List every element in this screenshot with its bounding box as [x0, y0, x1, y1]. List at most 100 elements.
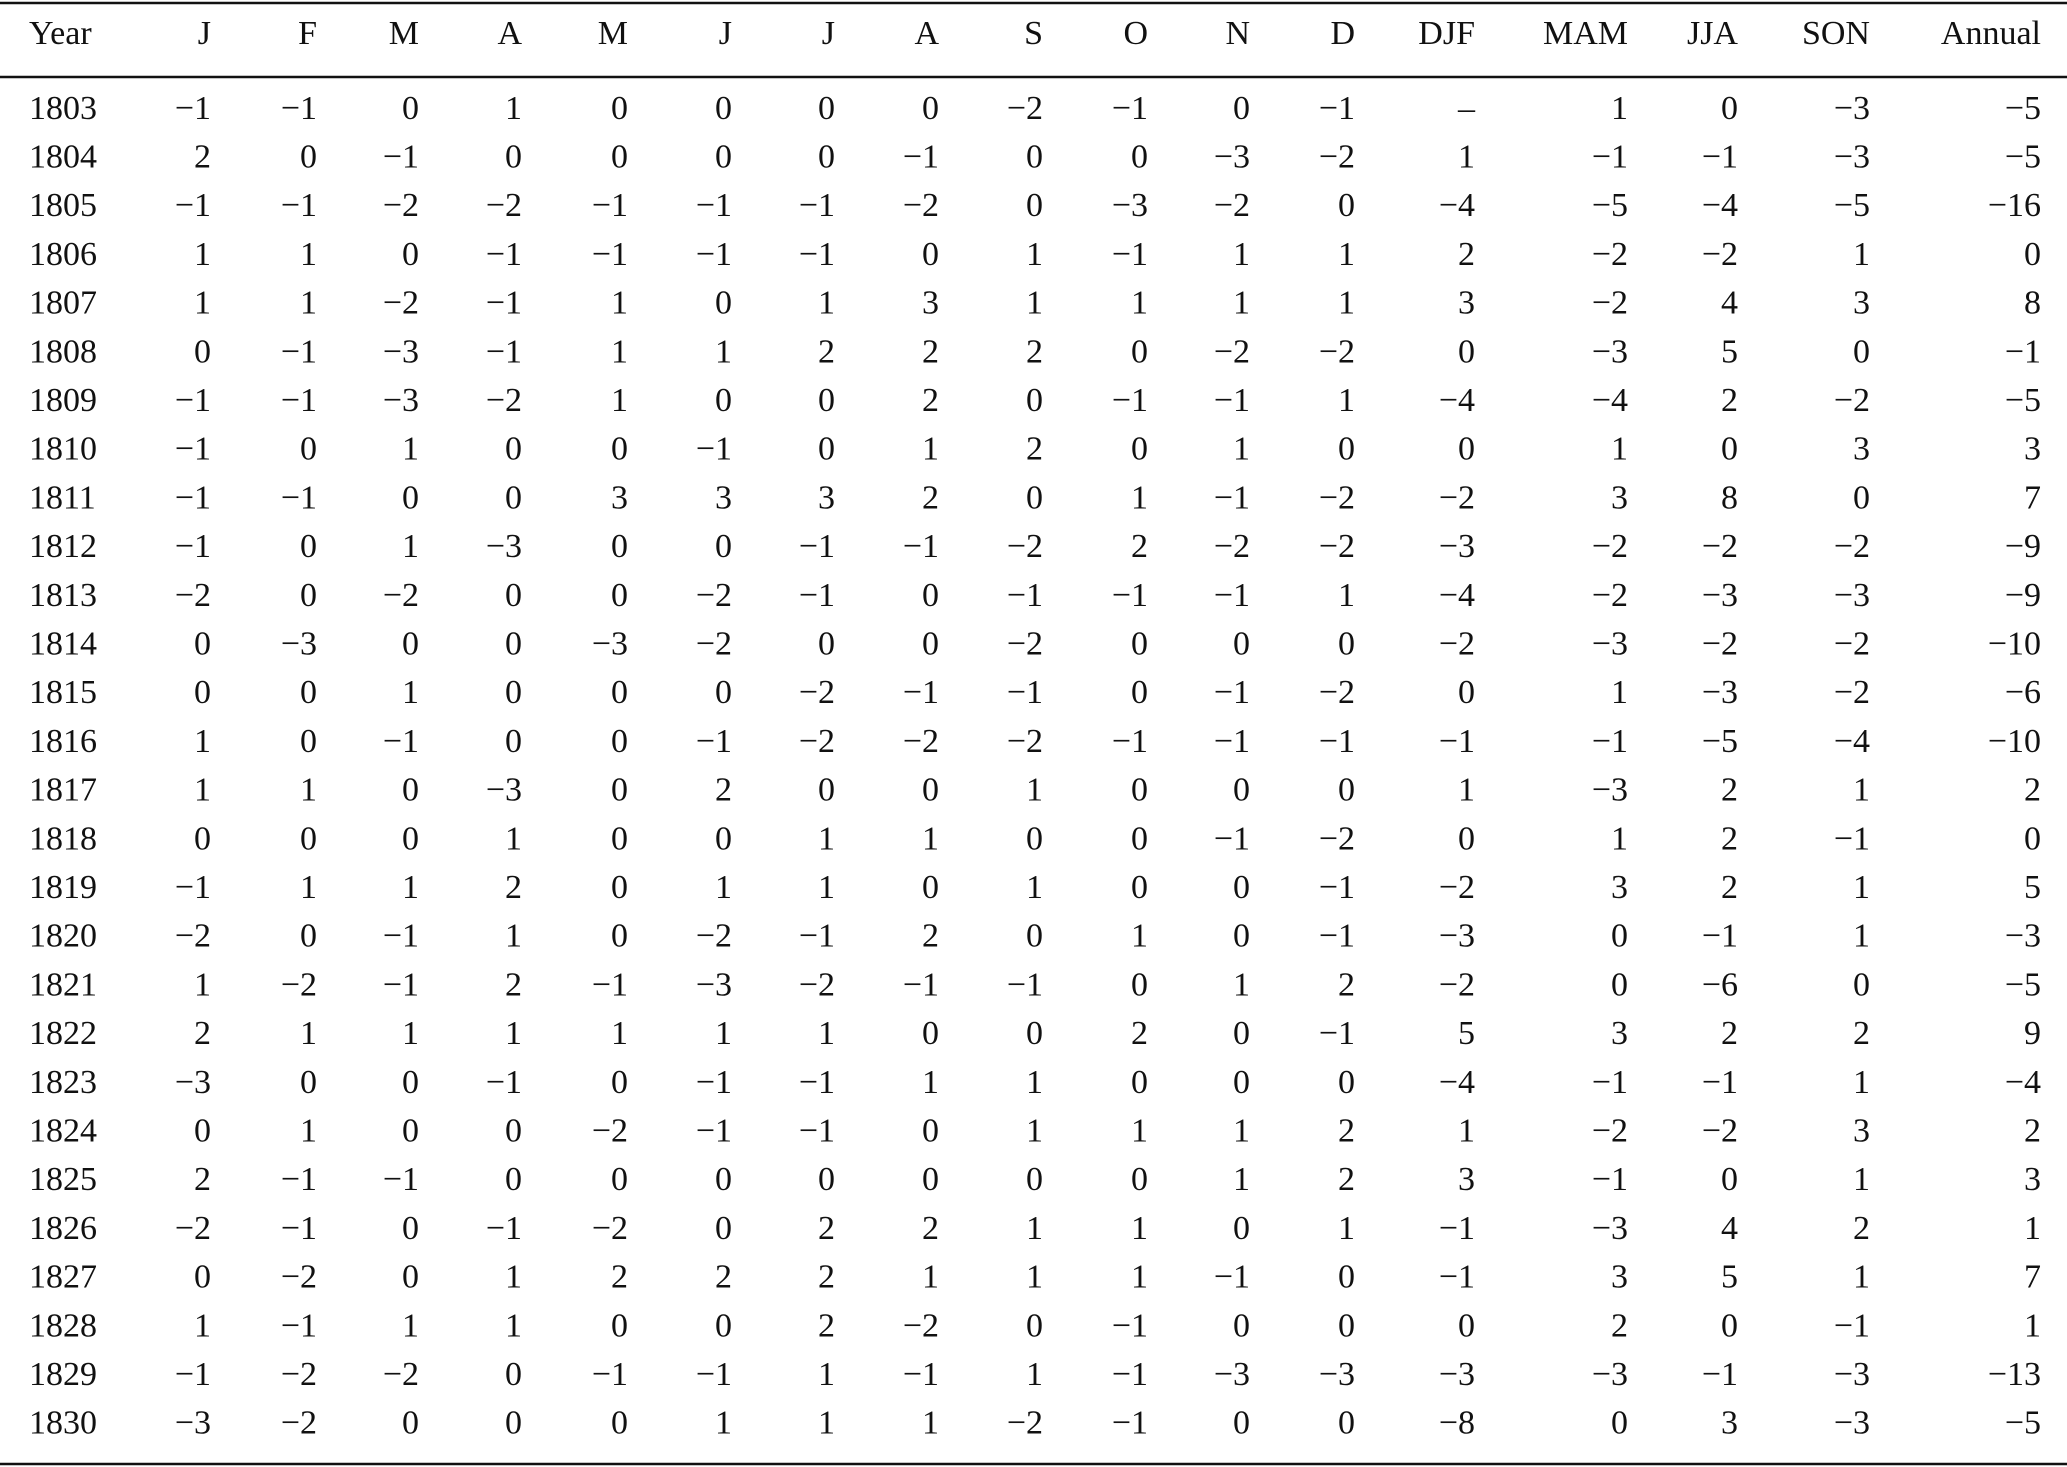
value-cell: 1	[1026, 236, 1043, 273]
value-cell: 5	[2024, 869, 2041, 906]
year-cell: 1822	[29, 1015, 97, 1052]
value-cell: 1	[1233, 431, 1250, 468]
value-cell: −1	[799, 187, 835, 224]
value-cell: −5	[1702, 723, 1738, 760]
value-cell: 3	[1611, 1015, 1628, 1052]
value-cell: −1	[1834, 1307, 1870, 1344]
value-cell: 0	[1233, 625, 1250, 662]
value-cell: –	[1457, 90, 1476, 127]
value-cell: 0	[1233, 1210, 1250, 1247]
value-cell: 1	[922, 1405, 939, 1442]
year-cell: 1811	[29, 479, 96, 516]
value-cell: 0	[611, 869, 628, 906]
value-cell: −1	[696, 1112, 732, 1149]
value-cell: 1	[402, 431, 419, 468]
value-cell: −5	[2005, 90, 2041, 127]
value-cell: 2	[922, 333, 939, 370]
value-cell: 1	[300, 772, 317, 809]
value-cell: −3	[383, 382, 419, 419]
value-cell: 0	[818, 431, 835, 468]
value-cell: 1	[505, 820, 522, 857]
value-cell: −1	[799, 1112, 835, 1149]
value-cell: 1	[194, 772, 211, 809]
value-cell: 0	[922, 869, 939, 906]
year-cell: 1830	[29, 1405, 97, 1442]
value-cell: −3	[1834, 577, 1870, 614]
value-cell: 0	[611, 1405, 628, 1442]
value-cell: −3	[1702, 577, 1738, 614]
value-cell: 2	[611, 1259, 628, 1296]
value-cell: −3	[592, 625, 628, 662]
value-cell: 1	[1131, 285, 1148, 322]
value-cell: −1	[281, 333, 317, 370]
value-cell: 0	[611, 1307, 628, 1344]
value-cell: −2	[1592, 528, 1628, 565]
value-cell: 0	[505, 1112, 522, 1149]
value-cell: 1	[194, 285, 211, 322]
value-cell: −3	[1112, 187, 1148, 224]
value-cell: −3	[1592, 1210, 1628, 1247]
value-cell: 0	[611, 723, 628, 760]
value-cell: 1	[818, 1356, 835, 1393]
value-cell: 2	[818, 1259, 835, 1296]
value-cell: 0	[922, 236, 939, 273]
value-cell: 8	[2024, 285, 2041, 322]
value-cell: 1	[1611, 90, 1628, 127]
value-cell: 2	[1721, 772, 1738, 809]
value-cell: −2	[1834, 625, 1870, 662]
value-cell: −2	[1834, 674, 1870, 711]
year-cell: 1816	[29, 723, 97, 760]
value-cell: 2	[818, 1210, 835, 1247]
value-cell: 1	[922, 1064, 939, 1101]
value-cell: 2	[1721, 382, 1738, 419]
value-cell: −1	[1007, 674, 1043, 711]
value-cell: 5	[1458, 1015, 1475, 1052]
value-cell: 2	[922, 1210, 939, 1247]
value-cell: 4	[1721, 285, 1738, 322]
value-cell: 2	[715, 1259, 732, 1296]
value-cell: 1	[1458, 1112, 1475, 1149]
column-header: J	[719, 15, 732, 52]
value-cell: 2	[1458, 236, 1475, 273]
value-cell: 0	[818, 90, 835, 127]
value-cell: −2	[1592, 577, 1628, 614]
value-cell: 0	[715, 1210, 732, 1247]
value-cell: 1	[1338, 577, 1355, 614]
value-cell: 0	[611, 772, 628, 809]
value-cell: −5	[1834, 187, 1870, 224]
value-cell: −2	[486, 382, 522, 419]
value-cell: 1	[1026, 1112, 1043, 1149]
value-cell: −1	[175, 382, 211, 419]
value-cell: 0	[818, 772, 835, 809]
value-cell: −3	[1592, 772, 1628, 809]
value-cell: 2	[1338, 1161, 1355, 1198]
value-cell: 0	[1131, 1064, 1148, 1101]
value-cell: −3	[1834, 90, 1870, 127]
value-cell: −2	[1439, 625, 1475, 662]
value-cell: −1	[696, 187, 732, 224]
value-cell: −2	[1834, 528, 1870, 565]
value-cell: 1	[194, 236, 211, 273]
value-cell: 1	[1458, 138, 1475, 175]
value-cell: −3	[175, 1064, 211, 1101]
value-cell: 1	[402, 674, 419, 711]
value-cell: 0	[300, 528, 317, 565]
value-cell: 1	[194, 966, 211, 1003]
value-cell: 1	[611, 333, 628, 370]
value-cell: 2	[1338, 966, 1355, 1003]
value-cell: 1	[1026, 1210, 1043, 1247]
value-cell: 3	[1458, 1161, 1475, 1198]
value-cell: 0	[922, 1112, 939, 1149]
value-cell: 0	[715, 285, 732, 322]
value-cell: −3	[1592, 333, 1628, 370]
value-cell: 1	[1233, 966, 1250, 1003]
value-cell: 5	[1721, 1259, 1738, 1296]
value-cell: −1	[1592, 1161, 1628, 1198]
value-cell: 1	[2024, 1307, 2041, 1344]
value-cell: 2	[715, 772, 732, 809]
value-cell: 0	[818, 1161, 835, 1198]
value-cell: 3	[1611, 479, 1628, 516]
value-cell: −4	[1439, 577, 1475, 614]
value-cell: −2	[1702, 625, 1738, 662]
value-cell: −2	[383, 1356, 419, 1393]
